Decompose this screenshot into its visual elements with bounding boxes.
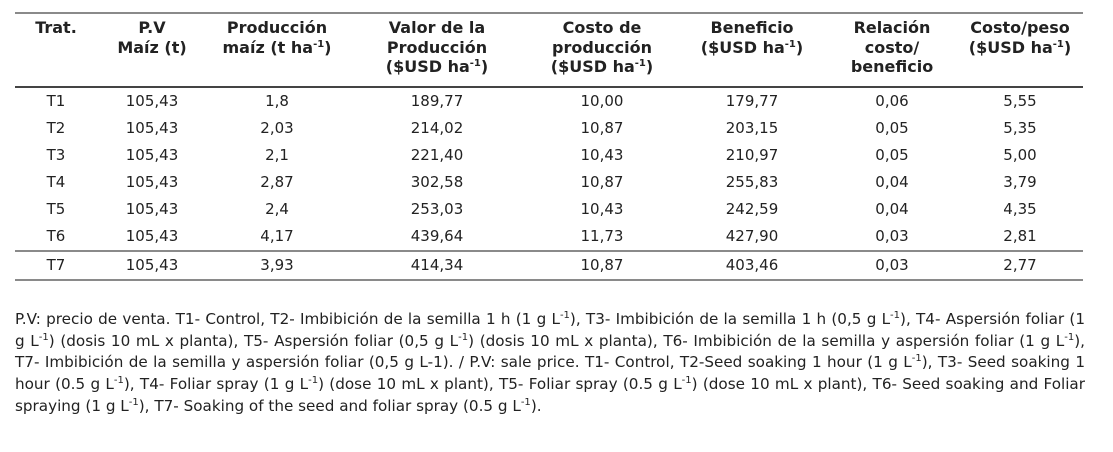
cell-benefit: 210,97	[725, 145, 779, 164]
cell-sale-price: 105,43	[125, 226, 179, 245]
cell-cost-weight: 2,81	[1003, 226, 1037, 245]
cell-cost-weight: 4,35	[1003, 199, 1037, 218]
cell-treatment: T7	[46, 255, 66, 274]
cell-production: 2,4	[265, 199, 289, 218]
cell-treatment: T2	[46, 118, 66, 137]
cell-sale-price: 105,43	[125, 145, 179, 164]
cell-cost-weight: 5,00	[1003, 145, 1037, 164]
cell-production-cost: 10,87	[580, 255, 624, 274]
table-header: Trat. P.V Maíz (t) Producción maíz (t ha…	[15, 13, 1083, 87]
header-row: Trat. P.V Maíz (t) Producción maíz (t ha…	[15, 13, 1083, 87]
cell-production-cost: 10,43	[580, 199, 624, 218]
cell-benefit: 179,77	[725, 91, 779, 110]
cell-production-value: 302,58	[410, 172, 464, 191]
table-row: T6 105,43 4,17 439,64 11,73 427,90 0,03 …	[15, 223, 1083, 251]
cell-production-cost: 10,87	[580, 118, 624, 137]
table-row: T3 105,43 2,1 221,40 10,43 210,97 0,05 5…	[15, 142, 1083, 169]
table-row: T5 105,43 2,4 253,03 10,43 242,59 0,04 4…	[15, 196, 1083, 223]
cell-benefit: 242,59	[725, 199, 779, 218]
cell-ratio: 0,03	[875, 255, 909, 274]
cell-treatment: T4	[46, 172, 66, 191]
header-cost-benefit-ratio: Relación costo/ beneficio	[850, 18, 934, 76]
cell-benefit: 427,90	[725, 226, 779, 245]
cell-cost-weight: 2,77	[1003, 255, 1037, 274]
header-production-value: Valor de la Producción ($USD ha-1)	[385, 18, 489, 76]
cell-treatment: T5	[46, 199, 66, 218]
cell-production: 1,8	[265, 91, 289, 110]
header-benefit: Beneficio ($USD ha-1)	[700, 18, 804, 57]
cell-production-value: 214,02	[410, 118, 464, 137]
cell-sale-price: 105,43	[125, 118, 179, 137]
cell-production: 2,87	[260, 172, 294, 191]
cell-production-value: 253,03	[410, 199, 464, 218]
cell-production: 4,17	[260, 226, 294, 245]
cell-production-cost: 10,43	[580, 145, 624, 164]
cell-cost-weight: 5,35	[1003, 118, 1037, 137]
cell-cost-weight: 3,79	[1003, 172, 1037, 191]
cell-cost-weight: 5,55	[1003, 91, 1037, 110]
header-cost-per-weight: Costo/peso ($USD ha-1)	[968, 18, 1072, 57]
cell-production: 2,1	[265, 145, 289, 164]
cell-ratio: 0,05	[875, 118, 909, 137]
cell-production-cost: 10,87	[580, 172, 624, 191]
cell-ratio: 0,06	[875, 91, 909, 110]
table-row: T2 105,43 2,03 214,02 10,87 203,15 0,05 …	[15, 115, 1083, 142]
header-sale-price: P.V Maíz (t)	[117, 18, 187, 57]
cell-sale-price: 105,43	[125, 91, 179, 110]
cell-production-value: 221,40	[410, 145, 464, 164]
cell-production-cost: 10,00	[580, 91, 624, 110]
cell-production-value: 414,34	[410, 255, 464, 274]
header-corn-production: Producción maíz (t ha-1)	[222, 18, 332, 57]
cell-sale-price: 105,43	[125, 172, 179, 191]
table-body: T1 105,43 1,8 189,77 10,00 179,77 0,06 5…	[15, 87, 1083, 280]
table-footnote: P.V: precio de venta. T1- Control, T2- I…	[15, 310, 1086, 415]
cell-sale-price: 105,43	[125, 199, 179, 218]
cell-treatment: T1	[46, 91, 66, 110]
cell-treatment: T6	[46, 226, 66, 245]
cell-production: 3,93	[260, 255, 294, 274]
cell-production: 2,03	[260, 118, 294, 137]
table-row: T4 105,43 2,87 302,58 10,87 255,83 0,04 …	[15, 169, 1083, 196]
results-table-container: Trat. P.V Maíz (t) Producción maíz (t ha…	[15, 12, 1083, 281]
cell-benefit: 403,46	[725, 255, 779, 274]
header-treatment: Trat.	[35, 18, 77, 37]
cell-sale-price: 105,43	[125, 255, 179, 274]
cell-ratio: 0,03	[875, 226, 909, 245]
cell-production-cost: 11,73	[580, 226, 624, 245]
table-row: T7 105,43 3,93 414,34 10,87 403,46 0,03 …	[15, 250, 1083, 280]
table-row: T1 105,43 1,8 189,77 10,00 179,77 0,06 5…	[15, 87, 1083, 115]
cell-benefit: 255,83	[725, 172, 779, 191]
header-production-cost: Costo de producción ($USD ha-1)	[550, 18, 654, 76]
cell-ratio: 0,05	[875, 145, 909, 164]
cell-treatment: T3	[46, 145, 66, 164]
cell-ratio: 0,04	[875, 172, 909, 191]
cell-benefit: 203,15	[725, 118, 779, 137]
cell-production-value: 439,64	[410, 226, 464, 245]
economic-analysis-table: Trat. P.V Maíz (t) Producción maíz (t ha…	[15, 12, 1083, 281]
cell-production-value: 189,77	[410, 91, 464, 110]
cell-ratio: 0,04	[875, 199, 909, 218]
